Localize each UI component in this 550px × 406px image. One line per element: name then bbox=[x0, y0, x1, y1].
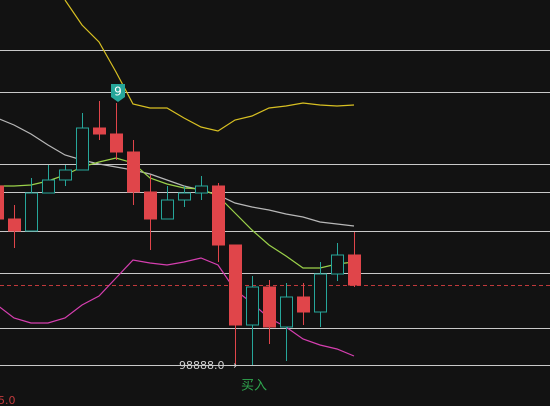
candle-body bbox=[246, 286, 259, 326]
signal-label: 9 bbox=[114, 85, 122, 99]
ma-line bbox=[0, 257, 355, 357]
ma-line bbox=[0, 157, 355, 269]
signal-marker: 9 bbox=[111, 84, 125, 102]
candle-body bbox=[331, 254, 344, 275]
candle-body bbox=[93, 127, 106, 135]
candle-body bbox=[348, 254, 361, 286]
candle-body bbox=[263, 286, 276, 328]
corner-label: 85.0 bbox=[0, 394, 16, 406]
candle-body bbox=[297, 296, 310, 313]
candle-body bbox=[8, 218, 21, 232]
candle-body bbox=[0, 185, 4, 220]
candle-body bbox=[42, 179, 55, 194]
candle-body bbox=[127, 151, 140, 193]
candle-body bbox=[280, 296, 293, 328]
ma-line bbox=[64, 0, 355, 132]
candle-body bbox=[212, 185, 225, 246]
candles bbox=[0, 101, 361, 365]
candle-body bbox=[76, 127, 89, 171]
indicator-lines bbox=[0, 0, 355, 357]
candle-body bbox=[195, 185, 208, 194]
low-annotation: 98888.0 → bbox=[179, 359, 237, 372]
candle-body bbox=[25, 192, 38, 232]
candle-body bbox=[178, 192, 191, 201]
candle-body bbox=[144, 191, 157, 220]
signal-flag bbox=[111, 84, 125, 102]
ma-line bbox=[0, 118, 355, 227]
candle-body bbox=[59, 169, 72, 181]
candle-body bbox=[314, 273, 327, 313]
candle-body bbox=[161, 199, 174, 220]
candle-body bbox=[229, 244, 242, 326]
buy-label: 买入 bbox=[241, 379, 267, 394]
candle-body bbox=[110, 133, 123, 153]
